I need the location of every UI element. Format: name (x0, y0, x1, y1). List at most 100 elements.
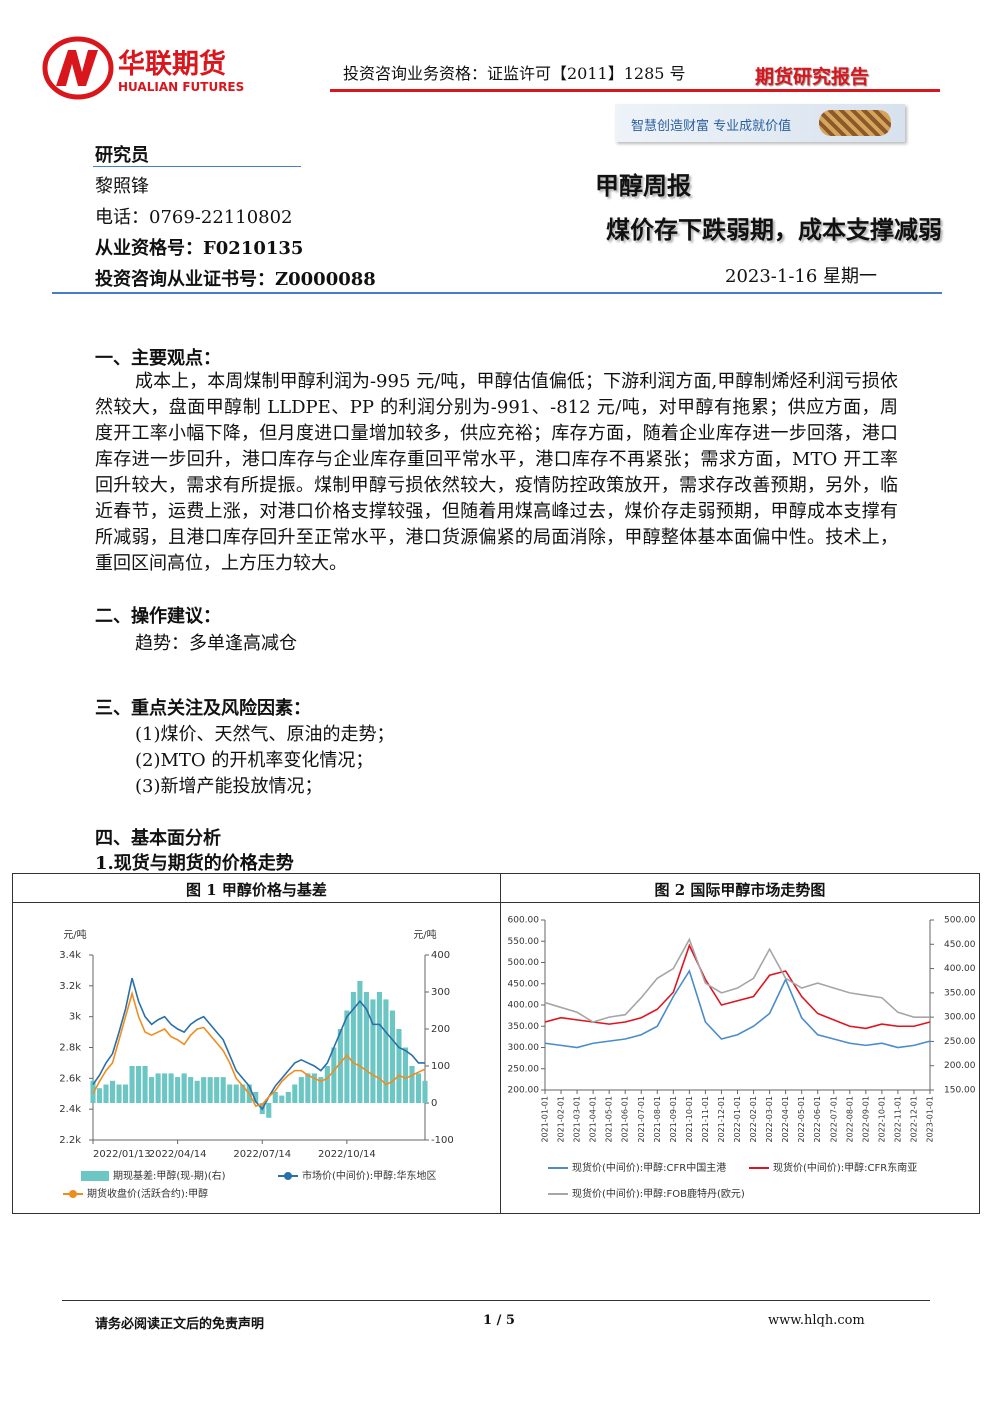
y-tick-label: 2.6k (59, 1073, 81, 1084)
y-tick-label: 2.2k (59, 1135, 81, 1146)
chart: 2.2k 2.4k 2.6k 2.8k 3k 3.2k 3.4k -100 0 100 200 300… (59, 928, 454, 1200)
y-tick-label: 600.00 (508, 916, 540, 926)
consult-license: 投资咨询从业证书号：Z0000088 (95, 269, 376, 290)
figure-title: 图 2 国际甲醇市场走势图 (654, 881, 826, 899)
bar (103, 1084, 109, 1103)
paragraph: 成本上，本周煤制甲醇利润为-995 元/吨，甲醇估值偏低；下游利润方面,甲醇制烯… (95, 371, 898, 574)
bar (350, 992, 356, 1103)
bar (292, 1084, 298, 1103)
section-heading: 三、重点关注及风险因素： (95, 698, 311, 719)
qualification: 投资咨询业务资格：证监许可【2011】1285 号 (343, 64, 686, 83)
bar (136, 1066, 142, 1103)
header-rule (330, 89, 940, 92)
y2-tick-label: 300.00 (944, 1013, 976, 1023)
bar (363, 992, 369, 1103)
bar (116, 1084, 122, 1103)
x-tick-label: 2022-01-01 (733, 1096, 742, 1143)
list-item: (2)MTO 的开机率变化情况； (135, 750, 374, 771)
x-tick-label: 2023-01-01 (926, 1096, 935, 1143)
y2-tick-label: 100 (431, 1061, 450, 1072)
y-axis-unit: 元/吨 (63, 928, 86, 941)
bar (207, 1077, 213, 1103)
logo-cn: 华联期货 (118, 49, 226, 80)
bar (285, 1091, 291, 1103)
x-tick-label: 2021-08-01 (653, 1096, 662, 1143)
legend-swatch (81, 1171, 109, 1181)
y-tick-label: 500.00 (508, 958, 540, 968)
line-series (544, 943, 931, 1030)
bar (155, 1073, 161, 1103)
y-tick-label: 3.2k (59, 981, 81, 992)
list-item: 趋势：多单逢高减仓 (135, 633, 297, 654)
section-heading: 一、主要观点： (95, 348, 221, 369)
logo-mark (42, 36, 114, 100)
y-tick-label: 550.00 (508, 937, 540, 947)
y-tick-label: 3.4k (59, 950, 81, 961)
y2-tick-label: 300 (431, 987, 450, 998)
bar (181, 1073, 187, 1103)
legend-label: 现货价(中间价):甲醇:CFR东南亚 (773, 1161, 917, 1174)
disclaimer: 请务必阅读正文后的免责声明 (95, 1317, 265, 1332)
y2-tick-label: 400.00 (944, 964, 976, 974)
slogan: 智慧创造财富 专业成就价值 (631, 119, 792, 134)
figure-title: 图 1 甲醇价格与基差 (186, 881, 327, 899)
y-tick-label: 250.00 (508, 1064, 540, 1074)
x-tick-label: 2021-12-01 (717, 1096, 726, 1143)
slogan-image (819, 110, 891, 136)
bar (240, 1084, 246, 1103)
bar (227, 1084, 233, 1103)
subheading: 1.现货与期货的价格走势 (95, 853, 294, 874)
bar (149, 1077, 155, 1103)
report-subtitle: 煤价存下跌弱期，成本支撑减弱 (606, 215, 942, 244)
bar (194, 1080, 200, 1103)
bar (162, 1073, 168, 1103)
bar (422, 1080, 428, 1103)
figure-table: 图 1 甲醇价格与基差 图 2 国际甲醇市场走势图 (12, 873, 980, 1214)
y2-tick-label: 0 (431, 1098, 437, 1109)
report-type: 期货研究报告 (755, 66, 870, 88)
bar (376, 992, 382, 1103)
bar (109, 1080, 116, 1103)
x-tick-label: 2021-04-01 (589, 1096, 598, 1143)
y2-tick-label: 400 (431, 950, 450, 961)
bar (279, 1095, 285, 1103)
bar (389, 1010, 396, 1103)
x-tick-label: 2021-01-01 (541, 1096, 550, 1143)
bar (402, 1047, 409, 1103)
bar (409, 1066, 415, 1103)
legend-label: 市场价(中间价):甲醇:华东地区 (302, 1169, 437, 1182)
chart: 200.00 250.00 300.00 350.00 400.00 450.00 500.… (508, 916, 976, 1201)
bar (383, 999, 389, 1103)
legend-label: 现货价(中间价):甲醇:FOB鹿特丹(欧元) (572, 1187, 745, 1200)
x-tick-label: 2022-03-01 (765, 1096, 774, 1143)
x-tick-label: 2022/04/14 (149, 1149, 207, 1160)
x-tick-label: 2022-12-01 (909, 1096, 918, 1143)
bar (96, 1088, 103, 1103)
report-title: 甲醇周报 (595, 171, 691, 200)
y-tick-label: 300.00 (508, 1043, 540, 1053)
legend-label: 期货收盘价(活跃合约):甲醇 (87, 1187, 208, 1200)
bar (253, 1091, 259, 1103)
rule (13, 902, 979, 903)
bar (129, 1066, 135, 1103)
bar (305, 1073, 311, 1103)
legend-marker (284, 1172, 292, 1180)
bar (188, 1077, 194, 1103)
line-series (92, 990, 426, 1108)
line-series (544, 969, 931, 1049)
bar (415, 1073, 422, 1103)
y2-tick-label: -100 (431, 1135, 454, 1146)
bar (233, 1084, 239, 1103)
bar (220, 1077, 226, 1103)
line-series (544, 937, 930, 1023)
legend-label: 期现基差:甲醇(现-期)(右) (113, 1169, 226, 1182)
license: 从业资格号：F0210135 (95, 238, 304, 259)
bar (122, 1084, 129, 1103)
researcher-name: 黎照锋 (95, 176, 149, 197)
y-tick-label: 200.00 (508, 1086, 540, 1096)
bar (168, 1073, 174, 1103)
page-number: 1 / 5 (483, 1313, 515, 1328)
y2-tick-label: 450.00 (944, 940, 976, 950)
x-tick-label: 2022/01/13 (93, 1149, 151, 1160)
y-tick-label: 450.00 (508, 979, 540, 989)
